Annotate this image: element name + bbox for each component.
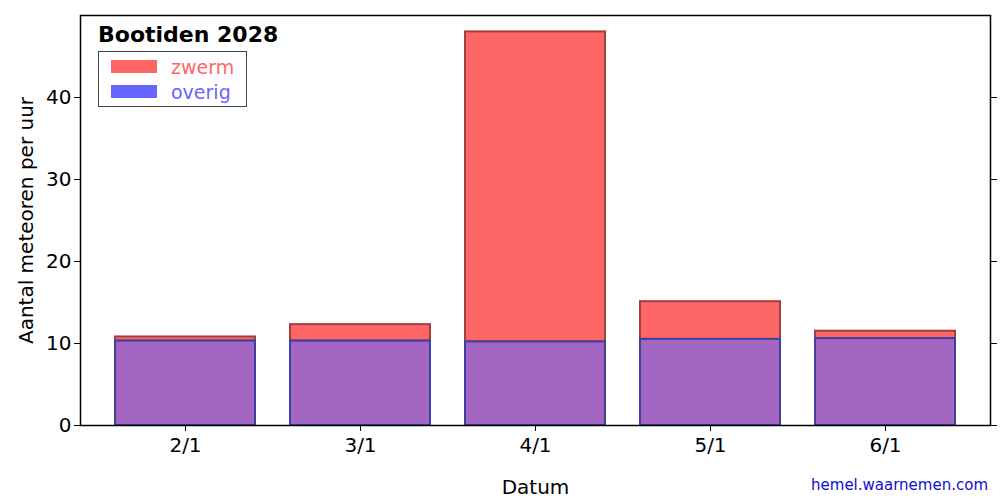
html-text:hemel.waarnemen.com: hemel.waarnemen.com [811, 476, 988, 494]
svg-text:6/1: 6/1 [869, 433, 901, 457]
svg-text:Datum: Datum [502, 475, 570, 499]
svg-text:2/1: 2/1 [169, 433, 201, 457]
svg-text:0: 0 [59, 413, 72, 437]
svg-text:20: 20 [46, 249, 71, 273]
html-text:overig: overig [171, 80, 231, 103]
svg-text:10: 10 [46, 331, 71, 355]
svg-text:Aantal meteoren per uur: Aantal meteoren per uur [14, 96, 38, 344]
html-text:zwerm: zwerm [171, 55, 235, 78]
svg-text:5/1: 5/1 [694, 433, 726, 457]
svg-text:4/1: 4/1 [519, 433, 551, 457]
html-text:Bootiden 2028: Bootiden 2028 [98, 22, 279, 47]
svg-text:3/1: 3/1 [344, 433, 376, 457]
svg-text:40: 40 [46, 85, 71, 109]
svg-text:30: 30 [46, 167, 71, 191]
